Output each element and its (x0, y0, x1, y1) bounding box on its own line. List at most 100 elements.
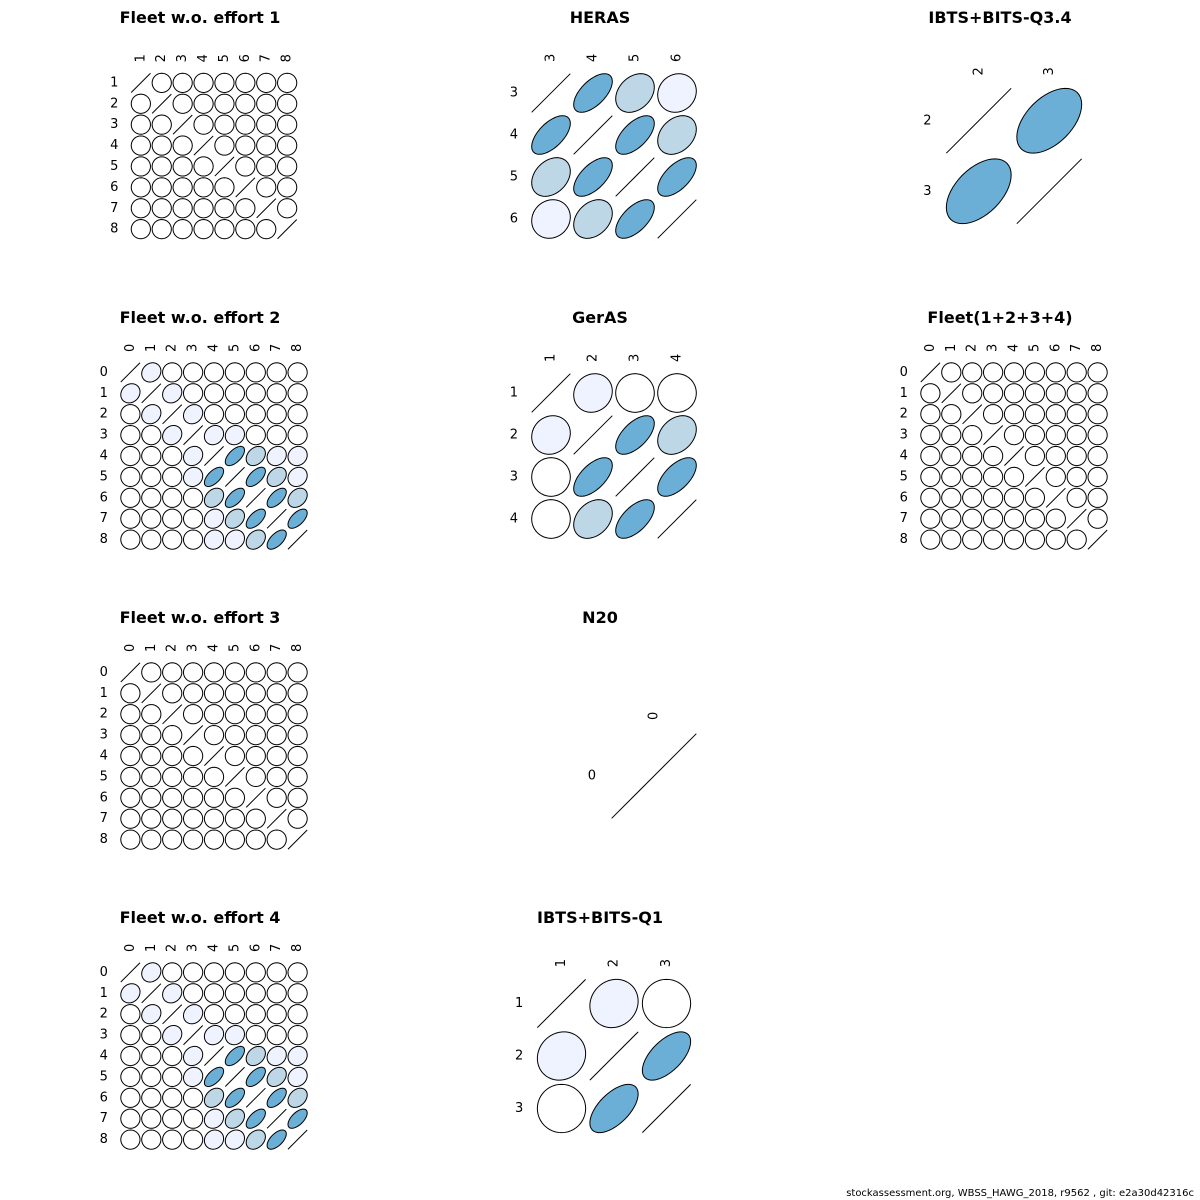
column-label: 2 (971, 67, 986, 75)
correlation-ellipse (287, 1024, 308, 1046)
column-label: 3 (1042, 67, 1057, 75)
correlation-ellipse (235, 114, 256, 135)
diagonal-mark (224, 466, 245, 487)
correlation-ellipse (141, 1045, 162, 1067)
column-label: 8 (290, 644, 305, 652)
correlation-ellipse (193, 114, 214, 135)
correlation-ellipse (172, 93, 193, 114)
correlation-ellipse (1045, 529, 1066, 550)
correlation-ellipse (224, 424, 246, 446)
correlation-ellipse (615, 199, 655, 239)
panel-title: IBTS+BITS-Q1 (537, 908, 663, 927)
correlation-ellipse (245, 745, 266, 767)
correlation-ellipse (287, 1066, 308, 1088)
correlation-ellipse (1045, 362, 1066, 383)
row-label: 3 (100, 428, 108, 443)
correlation-ellipse (573, 499, 613, 539)
correlation-ellipse (224, 1024, 246, 1046)
correlation-ellipse (224, 404, 246, 425)
correlation-ellipse (182, 487, 204, 508)
diagonal-mark (120, 362, 141, 383)
correlation-ellipse (531, 115, 571, 155)
correlation-ellipse (182, 766, 204, 788)
correlation-ellipse (193, 198, 214, 219)
correlation-ellipse (573, 73, 613, 113)
column-label: 1 (944, 344, 959, 352)
correlation-ellipse (266, 362, 287, 383)
correlation-ellipse (1024, 404, 1046, 425)
correlation-ellipse (203, 383, 225, 404)
correlation-ellipse (277, 156, 298, 177)
correlation-ellipse (277, 72, 298, 93)
correlation-ellipse (615, 373, 655, 413)
correlation-ellipse (141, 829, 162, 850)
column-label: 5 (227, 644, 242, 652)
correlation-ellipse (224, 445, 246, 467)
row-label: 1 (100, 986, 108, 1001)
correlation-ellipse (657, 415, 697, 455)
correlation-ellipse (287, 808, 308, 829)
correlation-ellipse (203, 424, 225, 446)
row-label: 1 (515, 996, 523, 1011)
correlation-ellipse (256, 156, 277, 177)
correlation-ellipse (141, 1129, 162, 1150)
correlation-ellipse (224, 787, 246, 808)
row-label: 6 (100, 790, 108, 805)
diagonal-mark (531, 373, 571, 413)
panel-title: Fleet w.o. effort 3 (120, 608, 281, 627)
correlation-ellipse (1003, 404, 1025, 425)
row-label: 7 (100, 811, 108, 826)
row-label: 3 (100, 1028, 108, 1043)
correlation-ellipse (573, 199, 613, 239)
row-label: 5 (900, 469, 908, 484)
row-label: 3 (515, 1101, 523, 1116)
correlation-ellipse (130, 114, 151, 135)
correlation-ellipse (141, 404, 162, 425)
correlation-ellipse (120, 704, 141, 725)
correlation-ellipse (245, 466, 266, 488)
correlation-ellipse (1024, 487, 1046, 508)
diagonal-mark (1045, 487, 1066, 508)
correlation-ellipse (203, 487, 225, 508)
correlation-ellipse (1087, 383, 1108, 404)
correlation-ellipse (287, 745, 308, 767)
correlation-ellipse (266, 724, 287, 746)
correlation-ellipse (941, 404, 962, 425)
correlation-ellipse (224, 383, 246, 404)
row-label: 0 (100, 365, 108, 380)
diagonal-mark (287, 829, 308, 850)
diagonal-mark (204, 746, 224, 766)
row-label: 6 (900, 490, 908, 505)
correlation-ellipse (224, 683, 246, 704)
correlation-ellipse (982, 362, 1004, 383)
correlation-ellipse (162, 1087, 183, 1108)
correlation-ellipse (1045, 383, 1066, 404)
correlation-ellipse (224, 529, 246, 550)
diagonal-mark (183, 725, 204, 746)
correlation-ellipse (245, 766, 266, 788)
correlation-ellipse (245, 662, 266, 683)
correlation-ellipse (941, 529, 962, 550)
correlation-ellipse (920, 383, 941, 404)
column-label: 8 (1090, 344, 1105, 352)
correlation-ellipse (245, 983, 266, 1004)
row-label: 3 (110, 117, 118, 132)
column-label: 8 (290, 944, 305, 952)
correlation-ellipse (182, 362, 204, 383)
correlation-ellipse (266, 704, 287, 725)
column-label: 3 (186, 644, 201, 652)
row-label: 6 (100, 1090, 108, 1105)
correlation-ellipse (151, 72, 172, 93)
correlation-ellipse (1016, 87, 1083, 154)
row-label: 1 (510, 386, 518, 401)
column-label: 6 (248, 344, 263, 352)
correlation-ellipse (151, 219, 172, 240)
correlation-ellipse (245, 445, 266, 467)
row-label: 5 (100, 1069, 108, 1084)
diagonal-mark (615, 157, 655, 197)
correlation-ellipse (287, 1004, 308, 1025)
diagonal-mark (573, 415, 613, 455)
correlation-ellipse (1066, 445, 1087, 467)
column-label: 3 (986, 344, 1001, 352)
correlation-ellipse (203, 1108, 225, 1129)
